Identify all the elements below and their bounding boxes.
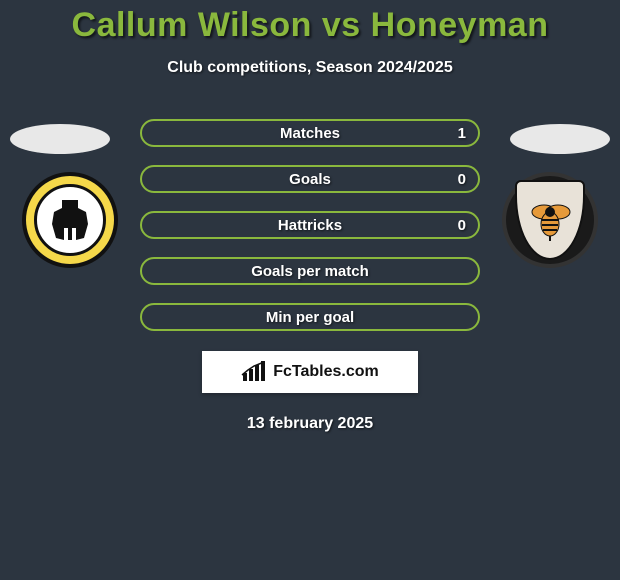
comparison-subtitle: Club competitions, Season 2024/2025 <box>0 59 620 77</box>
stat-value: 0 <box>458 171 466 188</box>
comparison-title: Callum Wilson vs Honeyman <box>0 0 620 45</box>
stat-row-hattricks: Hattricks 0 <box>140 211 480 239</box>
stat-label: Goals <box>289 171 331 188</box>
stat-row-matches: Matches 1 <box>140 119 480 147</box>
stat-label: Goals per match <box>251 263 369 280</box>
stat-row-min-per-goal: Min per goal <box>140 303 480 331</box>
stat-row-goals: Goals 0 <box>140 165 480 193</box>
alloa-crest-inner <box>515 180 585 260</box>
wasp-icon <box>528 198 572 242</box>
left-shadow-ellipse <box>10 124 110 154</box>
right-shadow-ellipse <box>510 124 610 154</box>
brand-box: FcTables.com <box>202 351 418 393</box>
stat-label: Hattricks <box>278 217 342 234</box>
stat-label: Min per goal <box>266 309 354 326</box>
brand-text: FcTables.com <box>273 363 379 381</box>
left-team-badge <box>22 172 118 268</box>
date-text: 13 february 2025 <box>0 415 620 433</box>
stat-label: Matches <box>280 125 340 142</box>
stat-value: 1 <box>458 125 466 142</box>
right-team-badge <box>502 172 598 268</box>
bar-chart-icon <box>241 361 267 383</box>
stat-row-goals-per-match: Goals per match <box>140 257 480 285</box>
stat-value: 0 <box>458 217 466 234</box>
dumbarton-crest-inner <box>34 184 106 256</box>
elephant-icon <box>50 200 90 240</box>
